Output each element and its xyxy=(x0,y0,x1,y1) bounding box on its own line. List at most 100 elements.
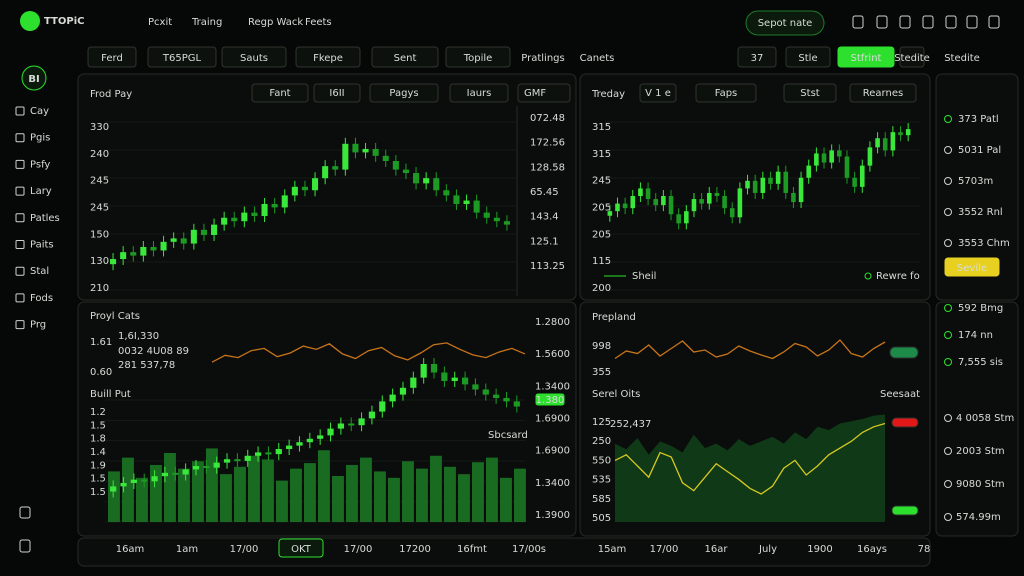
volume-bar xyxy=(108,471,120,522)
sidebar-item[interactable]: Patles xyxy=(30,213,60,224)
nav-icon xyxy=(15,293,25,303)
toolbar-button[interactable] xyxy=(371,46,439,68)
candle xyxy=(291,186,298,196)
sidebar-item[interactable]: Cay xyxy=(30,106,49,117)
candle xyxy=(182,469,189,475)
candle xyxy=(110,486,117,492)
chip-label[interactable]: V 1 e xyxy=(645,88,671,99)
candle xyxy=(389,394,396,402)
candle xyxy=(653,199,659,206)
sidebar-item[interactable]: Pgis xyxy=(30,133,50,144)
sidebar-item[interactable]: Psfy xyxy=(30,159,50,170)
candle xyxy=(821,153,827,163)
sidebar-item[interactable]: Paits xyxy=(30,240,54,251)
toolbar-label[interactable]: Stedite xyxy=(894,53,930,64)
y-tick-label: 250 xyxy=(592,436,611,447)
chip-button[interactable] xyxy=(849,83,917,103)
toolbar-button[interactable] xyxy=(221,46,287,68)
volume-bar xyxy=(234,466,246,522)
toolbar-button[interactable] xyxy=(147,46,217,68)
chip-button[interactable] xyxy=(251,83,309,103)
toolbar-label[interactable]: Stedite xyxy=(944,53,980,64)
chip-button[interactable] xyxy=(783,83,837,103)
candle xyxy=(150,247,157,251)
chip-label[interactable]: Pagys xyxy=(389,88,418,99)
chip-label[interactable]: Fant xyxy=(269,88,290,99)
toolbar-label[interactable]: Canets xyxy=(580,53,615,64)
candle xyxy=(348,423,355,426)
chip-label[interactable]: Iaurs xyxy=(467,88,492,99)
toolbar-button[interactable] xyxy=(445,46,511,68)
sidebar-item[interactable]: Prg xyxy=(30,320,46,331)
nav-link[interactable]: Feets xyxy=(305,17,332,28)
candle xyxy=(837,150,842,157)
panel-title: Proyl Cats xyxy=(90,311,140,322)
toolbar-button[interactable] xyxy=(87,46,137,68)
time-selector[interactable] xyxy=(278,538,324,558)
toolbar-button[interactable] xyxy=(899,46,925,68)
nav-link[interactable]: Traing xyxy=(191,17,222,28)
sidebar-item[interactable]: Lary xyxy=(30,186,52,197)
candle xyxy=(844,156,850,178)
x-tick-label: July xyxy=(758,544,777,555)
candle xyxy=(312,178,319,191)
chip-button[interactable] xyxy=(695,83,757,103)
toolbar-label[interactable]: Fkepe xyxy=(313,53,343,64)
toolbar-label[interactable]: Stfrint xyxy=(851,53,882,64)
toolbar-label[interactable]: Pratlings xyxy=(521,53,564,64)
y-tick-label: 315 xyxy=(592,149,611,160)
button-text[interactable]: Sevile xyxy=(957,263,987,274)
candle xyxy=(798,177,804,203)
toolbar-label[interactable]: Ferd xyxy=(101,53,123,64)
volume-bar xyxy=(402,461,414,522)
x-tick-label: 78 xyxy=(918,544,931,555)
status-dot xyxy=(944,146,952,154)
chip-label[interactable]: Faps xyxy=(715,88,738,99)
y-tick-label: 0.60 xyxy=(90,367,112,378)
x-tick-label: 17/00 xyxy=(650,544,679,555)
toolbar-label[interactable]: Topile xyxy=(463,53,493,64)
toolbar-label[interactable]: Sent xyxy=(394,53,417,64)
toolbar-label[interactable]: Stle xyxy=(798,53,817,64)
y-tick-label: 65.45 xyxy=(530,187,559,198)
toolbar-button[interactable] xyxy=(295,46,361,68)
chip-label[interactable]: Rearnes xyxy=(863,88,903,99)
button[interactable] xyxy=(745,10,825,36)
y-tick-label: 1.5600 xyxy=(535,349,570,360)
chip-label[interactable]: Stst xyxy=(800,88,819,99)
candle xyxy=(337,423,344,429)
status-pill xyxy=(889,346,919,359)
nav-link[interactable]: Pcxit xyxy=(148,17,172,28)
y-tick-label: 210 xyxy=(90,283,109,294)
button[interactable] xyxy=(944,257,1000,277)
y-tick-label: 1.6900 xyxy=(535,414,570,425)
y-tick-label: 205 xyxy=(592,203,611,214)
nav-link[interactable]: Regp Wack xyxy=(248,17,303,28)
chip-label[interactable]: I6II xyxy=(329,88,344,99)
toolbar-button[interactable] xyxy=(785,46,831,68)
sidebar-item[interactable]: Fods xyxy=(30,293,53,304)
panel-title: Buill Put xyxy=(90,389,131,400)
chip-button[interactable] xyxy=(639,83,677,103)
chip-button[interactable] xyxy=(369,83,439,103)
toolbar-label[interactable]: Sauts xyxy=(240,53,268,64)
dropdown[interactable]: Seesaat xyxy=(880,389,920,400)
chip-button[interactable] xyxy=(313,83,361,103)
candle xyxy=(760,177,766,193)
dropdown-label[interactable]: GMF xyxy=(524,88,546,99)
chip-button[interactable] xyxy=(449,83,509,103)
nav-icon xyxy=(15,186,25,196)
volume-bar xyxy=(164,453,176,522)
toolbar-button[interactable] xyxy=(737,46,777,68)
toolbar-label[interactable]: T65PGL xyxy=(162,53,202,64)
dropdown[interactable] xyxy=(517,83,571,103)
toolbar-label[interactable]: 37 xyxy=(751,53,764,64)
nav-icon xyxy=(15,213,25,223)
toolbar-button[interactable] xyxy=(837,46,895,68)
volume-bar xyxy=(444,466,456,522)
candle xyxy=(379,401,386,412)
sidebar-item[interactable]: Stal xyxy=(30,266,49,277)
candle xyxy=(327,428,334,436)
y-tick-label: 245 xyxy=(90,176,109,187)
list-item: 7,555 sis xyxy=(958,357,1003,368)
